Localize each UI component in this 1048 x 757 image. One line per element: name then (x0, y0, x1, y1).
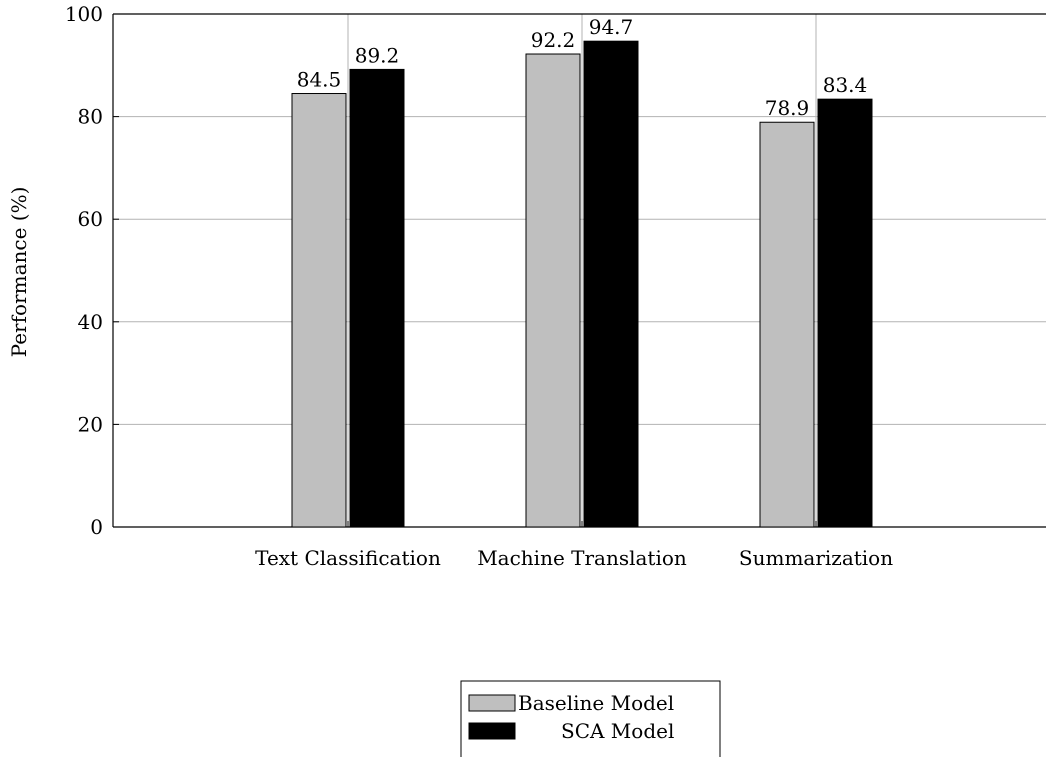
bar-value-label: 92.2 (531, 28, 576, 52)
bar-value-label: 94.7 (589, 15, 634, 39)
y-tick-label: 0 (90, 515, 103, 539)
bar-sca-model (349, 68, 405, 528)
bar-sca-model (817, 98, 873, 528)
bar-value-label: 78.9 (765, 96, 810, 120)
y-tick-label: 20 (78, 412, 103, 436)
x-tick-label: Summarization (739, 546, 893, 570)
bar-baseline-model (759, 121, 815, 528)
legend-label: Baseline Model (518, 691, 674, 715)
x-tick-label: Text Classification (255, 546, 441, 570)
bar-baseline-model (525, 53, 581, 528)
y-tick-labels: 0 20 40 60 80 100 (65, 2, 103, 539)
y-tick-label: 100 (65, 2, 103, 26)
legend: Baseline Model SCA Model (460, 680, 721, 757)
y-tick-label: 80 (78, 105, 103, 129)
bar-value-label: 84.5 (297, 68, 342, 92)
bar-value-label: 83.4 (823, 73, 868, 97)
y-tick-label: 40 (78, 310, 103, 334)
legend-swatch (468, 694, 516, 712)
legend-swatch (468, 722, 516, 740)
x-tick-labels: Text Classification Machine Translation Su… (255, 546, 893, 570)
y-tick-label: 60 (78, 207, 103, 231)
bars (291, 40, 873, 528)
bar-sca-model (583, 40, 639, 528)
legend-box (460, 680, 721, 757)
legend-label: SCA Model (561, 719, 674, 743)
bar-baseline-model (291, 93, 347, 528)
y-axis-label: Performance (%) (7, 187, 31, 358)
bar-value-label: 89.2 (355, 43, 400, 67)
data-labels: 84.5 92.2 78.9 89.2 94.7 83.4 (297, 15, 868, 120)
x-tick-label: Machine Translation (477, 546, 687, 570)
